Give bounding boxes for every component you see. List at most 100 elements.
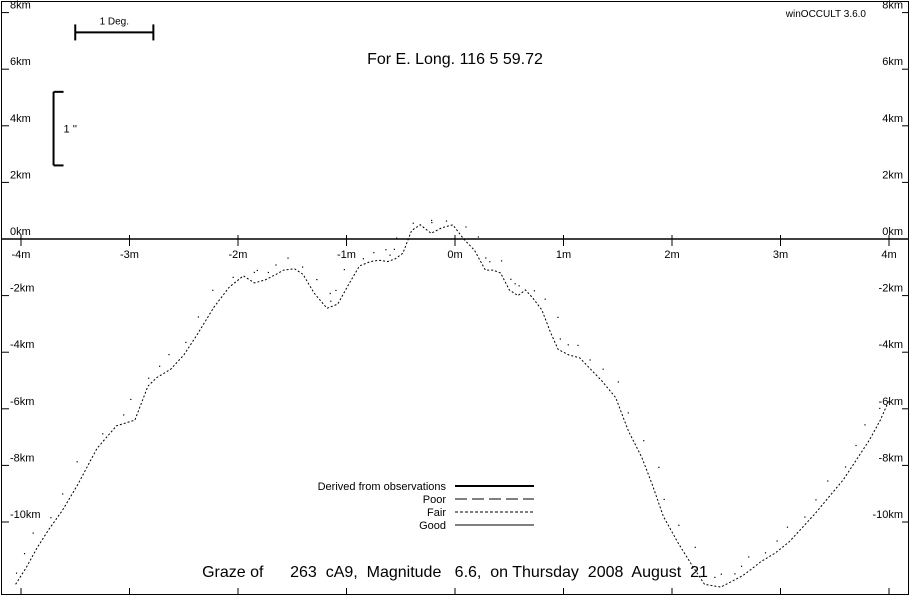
- y-tick-label-left: 4km: [10, 113, 31, 125]
- profile-dot: [879, 407, 881, 410]
- profile-dot: [329, 292, 331, 295]
- profile-dot: [855, 444, 857, 447]
- profile-dot: [267, 271, 269, 274]
- profile-dot: [804, 516, 806, 518]
- profile-dot: [567, 344, 569, 346]
- y-tick-label-right: -4km: [879, 339, 903, 351]
- profile-dot: [148, 377, 150, 379]
- y-ticks-right: 8km 6km 4km 2km 0km -2km -4km -6km -8km -10km: [872, 0, 909, 523]
- y-tick-label-right: 6km: [882, 56, 903, 68]
- profile-dot: [389, 254, 391, 256]
- profile-dot: [815, 499, 817, 501]
- profile-dot: [864, 424, 866, 426]
- x-tick-label: -3m: [120, 249, 139, 261]
- profile-dot: [489, 261, 491, 263]
- profile-dot: [786, 526, 789, 528]
- profile-dot: [485, 257, 487, 259]
- profile-dot: [343, 268, 345, 271]
- profile-dot: [510, 278, 512, 280]
- profile-dot: [748, 556, 750, 558]
- y-tick-label-left: 0km: [10, 226, 31, 238]
- x-tick-label: -2m: [229, 249, 248, 261]
- y-tick-label-right: -10km: [872, 509, 903, 521]
- profile-dot: [617, 381, 619, 383]
- profile-dot: [330, 300, 332, 302]
- x-ticks: -4m -3m -2m -1m 0m 1m 2m 3m 4m: [12, 235, 897, 261]
- profile-dot: [362, 258, 364, 260]
- profile-dot: [465, 226, 467, 228]
- y-tick-label-left: -6km: [10, 396, 34, 408]
- profile-dot: [76, 461, 78, 463]
- profile-dot: [316, 279, 318, 281]
- y-tick-label-right: -6km: [879, 396, 903, 408]
- profile-dot: [431, 222, 433, 224]
- x-tick-label: 2m: [664, 249, 679, 261]
- profile-dot: [734, 573, 736, 575]
- profile-dot: [764, 552, 767, 554]
- profile-dot: [602, 368, 604, 370]
- x-tick-label: 3m: [773, 249, 788, 261]
- arcsec-scale-label: 1 '': [64, 124, 77, 136]
- profile-dot: [393, 248, 395, 250]
- profile-dot: [32, 532, 34, 534]
- x-ticks-bottom: [20, 588, 890, 595]
- legend-label: Fair: [427, 507, 446, 519]
- profile-dot: [232, 276, 234, 278]
- profile-dot: [256, 269, 258, 272]
- legend-label: Poor: [423, 494, 447, 506]
- profile-dot: [559, 338, 561, 340]
- profile-dot: [396, 237, 398, 239]
- y-tick-label-right: -2km: [879, 283, 903, 295]
- profile-dot: [714, 576, 716, 579]
- profile-dot: [102, 433, 104, 435]
- profile-dot: [694, 546, 696, 548]
- profile-dot: [500, 260, 503, 262]
- profile-scatter-dots: [15, 219, 881, 579]
- profile-dot: [643, 440, 645, 442]
- x-tick-label: -1m: [337, 249, 356, 261]
- y-tick-label-left: -2km: [10, 283, 34, 295]
- app-version-label: winOCCULT 3.6.0: [785, 9, 867, 20]
- profile-dot: [703, 571, 705, 573]
- profile-dot: [159, 365, 161, 367]
- y-tick-label-left: -10km: [10, 509, 41, 521]
- x-tick-label: 0m: [447, 249, 462, 261]
- longitude-subtitle: For E. Long. 116 5 59.72: [367, 51, 543, 68]
- y-tick-label-right: -8km: [879, 452, 903, 464]
- profile-dot: [185, 341, 187, 344]
- profile-dot: [412, 222, 414, 224]
- profile-dot: [827, 480, 829, 482]
- y-ticks-left: 8km 6km 4km 2km 0km -2km -4km -6km -8km -10km: [2, 0, 41, 523]
- y-tick-label-right: 2km: [882, 169, 903, 181]
- chart-title: Graze of 263 cA9, Magnitude 6.6, on Thur…: [202, 564, 708, 581]
- profile-dot: [168, 353, 170, 356]
- profile-dot: [477, 236, 479, 238]
- profile-dot: [253, 271, 255, 273]
- x-tick-label: 1m: [556, 249, 571, 261]
- profile-dot: [557, 316, 559, 318]
- profile-dot: [385, 249, 387, 251]
- profile-dot: [373, 252, 375, 254]
- x-tick-label: 4m: [881, 249, 896, 261]
- legend-label: Derived from observations: [318, 481, 447, 493]
- profile-dot: [130, 398, 132, 401]
- profile-dot: [658, 466, 660, 468]
- profile-dot: [123, 414, 125, 416]
- legend-label: Good: [419, 520, 446, 532]
- profile-dot: [50, 517, 52, 519]
- profile-dot: [577, 344, 579, 347]
- profile-dot: [740, 565, 743, 567]
- y-tick-label-right: 4km: [882, 113, 903, 125]
- scale-bars: 1 Deg. 1 '': [52, 16, 155, 167]
- y-tick-label-left: -4km: [10, 339, 34, 351]
- profile-dot: [287, 257, 289, 259]
- profile-dot: [518, 285, 520, 287]
- profile-dot: [212, 289, 214, 291]
- profile-dot: [844, 466, 847, 468]
- y-tick-label-right: 0km: [882, 226, 903, 238]
- profile-dot: [15, 572, 18, 574]
